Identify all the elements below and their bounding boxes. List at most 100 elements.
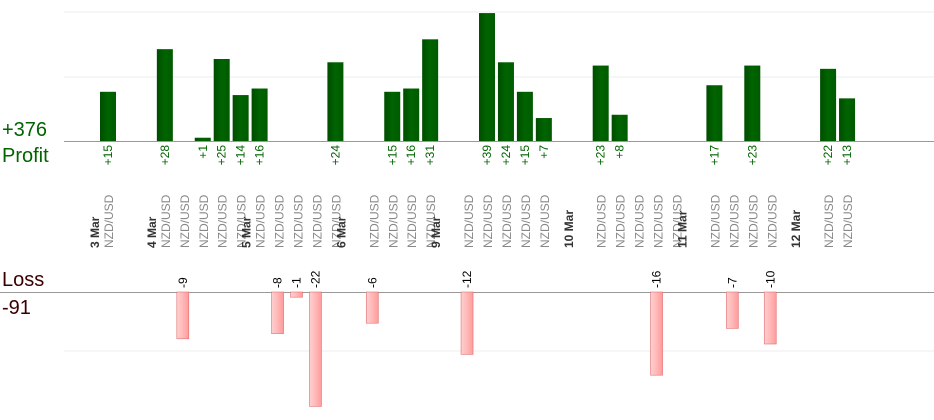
tick-label-date: 11 Mar [675,210,689,248]
loss-label: Loss [2,269,45,291]
profit-bar [251,88,268,141]
profit-bar [744,65,761,141]
tick-label-pair: NZD/USD [822,194,836,248]
loss-data-label: -12 [460,270,474,288]
tick-label-pair: NZD/USD [652,194,666,248]
loss-data-label: -1 [290,277,304,288]
tick-label-date: 6 Mar [334,216,348,248]
profit-data-label: +7 [537,145,551,159]
profit-data-label: +1 [196,145,210,159]
tick-label-pair: NZD/USD [765,194,779,248]
tick-label-pair: NZD/USD [367,194,381,248]
tick-label-pair: NZD/USD [595,194,609,248]
profit-bar [194,137,211,141]
loss-bar [271,291,284,334]
tick-label-pair: NZD/USD [614,194,628,248]
profit-data-label: +17 [707,145,721,166]
loss-bar [726,291,739,329]
tick-label-pair: NZD/USD [254,194,268,248]
profit-data-label: +16 [253,145,267,166]
loss-data-label: -22 [308,270,322,288]
profit-data-label: +24 [499,145,513,166]
tick-label-date: 12 Mar [789,210,803,248]
loss-data-label: -6 [365,277,379,288]
tick-label-pair: NZD/USD [235,194,249,248]
profit-data-label: +16 [404,145,418,166]
profit-bar [706,85,723,141]
loss-data-label: -7 [725,277,739,288]
profit-bar [100,91,116,141]
profit-bar [422,39,439,141]
profit-data-label: +23 [594,145,608,166]
loss-bar [309,291,322,407]
tick-label-pair: NZD/USD [197,194,211,248]
tick-label-pair: NZD/USD [841,194,855,248]
loss-data-label: -9 [176,277,190,288]
profit-bar [820,68,837,141]
profit-bar [479,13,495,141]
profit-data-label: +14 [234,145,248,166]
profit-label: Profit [2,145,49,167]
loss-total: -91 [2,297,31,319]
profit-bar [839,98,856,141]
tick-label-pair: NZD/USD [671,194,685,248]
profit-data-label: +23 [745,145,759,166]
tick-label-pair: NZD/USD [462,194,476,248]
profit-bar [327,62,344,141]
loss-bar [650,291,663,376]
tick-label-date: 5 Mar [240,216,254,248]
tick-label-pair: NZD/USD [102,194,116,248]
profit-bar [535,118,552,141]
loss-data-label: -8 [271,277,285,288]
tick-label-pair: NZD/USD [727,194,741,248]
loss-bar [176,291,190,340]
tick-label-pair: NZD/USD [424,194,438,248]
profit-data-label: +31 [423,145,437,166]
tick-label-pair: NZD/USD [405,194,419,248]
profit-data-label: +15 [385,145,399,166]
tick-label-pair: NZD/USD [500,194,514,248]
loss-bar [460,291,474,355]
tick-label-pair: NZD/USD [708,194,722,248]
tick-label-pair: NZD/USD [519,194,533,248]
tick-label-date: 9 Mar [429,216,443,248]
profit-bar [213,59,230,141]
loss-bar [365,291,379,324]
tick-label-pair: NZD/USD [746,194,760,248]
tick-label-pair: NZD/USD [386,194,400,248]
profit-total: +376 [2,119,48,141]
profit-bar [592,65,609,141]
profit-data-label: +15 [101,145,115,166]
loss-bar [763,291,777,345]
profit-data-label: +28 [158,145,172,166]
tick-label-pair: NZD/USD [310,194,324,248]
loss-bar [290,291,303,298]
profit-data-label: +13 [840,145,854,166]
profit-data-label: +25 [215,145,229,166]
tick-label-date: 3 Mar [88,216,102,248]
profit-bar [156,49,173,141]
profit-data-label: +8 [613,145,627,159]
profit-bar [611,114,628,141]
tick-label-date: 4 Mar [145,216,159,248]
profit-data-label: +24 [328,145,342,166]
loss-data-label: -16 [650,270,664,288]
tick-label-pair: NZD/USD [178,194,192,248]
tick-label-pair: NZD/USD [216,194,230,248]
profit-data-label: +22 [821,145,835,166]
tick-label-pair: NZD/USD [481,194,495,248]
profit-bar [232,95,249,141]
profit-data-label: +39 [480,145,494,166]
tick-label-pair: NZD/USD [273,194,287,248]
tick-label-pair: NZD/USD [538,194,552,248]
tick-label-pair: NZD/USD [159,194,173,248]
profit-bar [403,88,420,141]
tick-label-date: 10 Mar [562,210,576,248]
tick-label-pair: NZD/USD [633,194,647,248]
profit-bar [384,91,401,141]
tick-label-pair: NZD/USD [292,194,306,248]
profit-bar [516,91,533,141]
loss-data-label: -10 [763,270,777,288]
